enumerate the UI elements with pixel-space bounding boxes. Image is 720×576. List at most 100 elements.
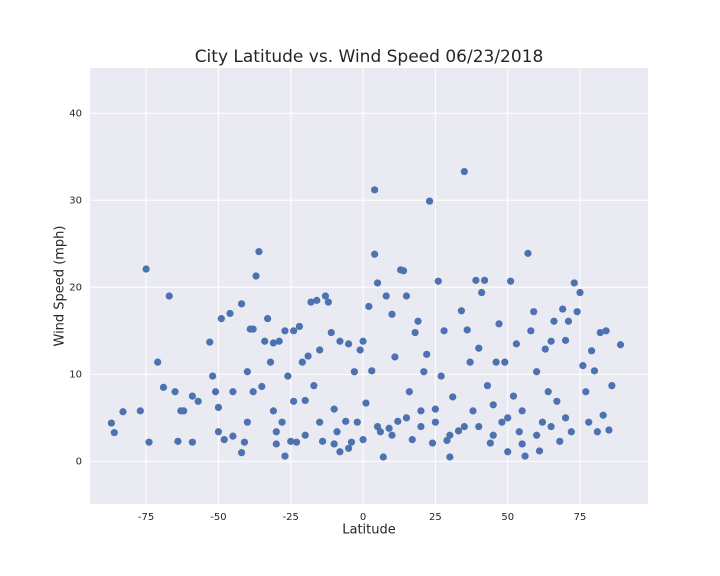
point [249, 388, 257, 396]
y-tick-label: 0 [76, 456, 82, 467]
chart-title: City Latitude vs. Wind Speed 06/23/2018 [195, 47, 544, 67]
point [440, 327, 448, 335]
point [579, 362, 587, 370]
point [596, 328, 604, 337]
point [382, 292, 390, 300]
point [171, 388, 179, 396]
point [582, 388, 590, 396]
point [373, 422, 382, 431]
point [570, 279, 578, 287]
point [538, 418, 547, 426]
point [446, 453, 454, 461]
point [521, 452, 529, 460]
point [324, 298, 332, 306]
point [498, 418, 506, 426]
point [544, 388, 552, 396]
point [211, 388, 220, 396]
point [258, 382, 266, 391]
y-tick-label: 10 [69, 369, 82, 380]
point [252, 272, 260, 280]
point [385, 424, 393, 432]
point [524, 249, 532, 257]
point [345, 444, 353, 452]
point [336, 337, 344, 345]
point [318, 437, 327, 445]
y-tick-label: 20 [69, 282, 82, 293]
point [411, 328, 419, 337]
point [585, 418, 593, 426]
point [426, 197, 434, 205]
point [188, 438, 197, 446]
point [356, 346, 364, 354]
plot-area [90, 68, 648, 504]
point [512, 340, 520, 348]
point [399, 267, 408, 275]
point [475, 422, 483, 431]
point [243, 418, 251, 426]
point [110, 429, 118, 437]
point [405, 388, 413, 396]
point [420, 368, 428, 376]
point [394, 417, 402, 425]
point [483, 382, 492, 390]
point [501, 358, 509, 366]
point [313, 296, 321, 304]
point [446, 431, 454, 439]
point [550, 317, 558, 325]
point [561, 414, 570, 422]
point [567, 428, 575, 436]
point [304, 352, 312, 360]
point [506, 277, 515, 285]
point [264, 315, 272, 323]
point [214, 428, 223, 436]
point [480, 276, 489, 284]
point [261, 337, 269, 345]
point [605, 426, 613, 434]
point [350, 368, 358, 376]
point [460, 422, 468, 431]
point [284, 372, 292, 380]
point [533, 431, 541, 439]
point [278, 418, 286, 426]
point [119, 408, 127, 416]
point [281, 327, 289, 335]
point [136, 407, 144, 415]
y-tick-label: 40 [69, 108, 82, 119]
point [463, 326, 471, 334]
point [428, 439, 437, 447]
point [423, 350, 431, 358]
point [518, 440, 526, 448]
point [561, 336, 570, 344]
point [593, 428, 601, 436]
point [541, 345, 549, 353]
point [388, 431, 396, 439]
point [154, 358, 162, 366]
point [431, 405, 439, 413]
point [408, 436, 416, 444]
point [237, 300, 246, 308]
point [489, 401, 497, 409]
point [255, 248, 263, 256]
point [472, 276, 480, 284]
point [608, 382, 616, 390]
point [587, 347, 596, 355]
point [495, 320, 503, 328]
point [402, 292, 411, 300]
point [243, 368, 251, 376]
point [336, 448, 344, 456]
point [556, 437, 564, 445]
point [269, 339, 277, 347]
point [504, 448, 512, 456]
point [290, 397, 298, 405]
point [327, 328, 335, 337]
point [266, 358, 275, 366]
point [509, 392, 518, 400]
point [269, 407, 277, 415]
point [590, 367, 599, 375]
point [292, 438, 301, 446]
point [272, 440, 280, 448]
x-tick-label: -50 [210, 512, 226, 523]
point [237, 449, 246, 457]
point [214, 403, 223, 412]
